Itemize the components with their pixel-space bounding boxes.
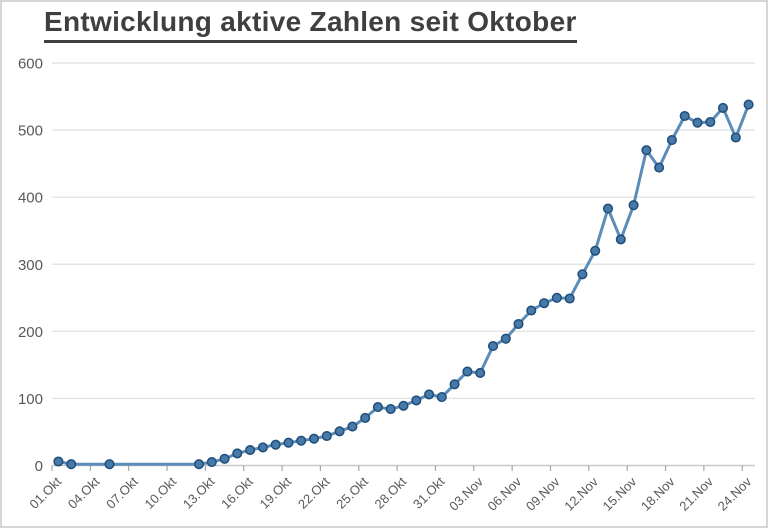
data-point-marker	[104, 459, 115, 470]
data-point-marker	[679, 110, 690, 122]
data-point-marker	[513, 318, 524, 330]
x-axis-tick-label: 12.Nov	[561, 474, 601, 514]
data-point-marker	[372, 402, 383, 413]
data-point-marker	[526, 305, 537, 316]
data-point-marker	[602, 203, 614, 214]
data-point-marker	[641, 145, 652, 156]
data-point-marker	[692, 117, 703, 128]
data-point-marker	[360, 412, 371, 423]
data-point-marker	[436, 392, 447, 403]
data-point-marker	[347, 421, 358, 432]
x-axis-tick-label: 03.Nov	[446, 474, 486, 514]
data-point-marker	[245, 445, 256, 456]
data-point-marker	[449, 379, 460, 390]
data-point-marker	[628, 200, 639, 211]
x-axis-tick-label: 04.Okt	[65, 474, 103, 512]
x-axis-tick-label: 06.Nov	[485, 474, 525, 514]
data-point-marker	[654, 162, 665, 173]
data-point-marker	[206, 457, 217, 468]
y-axis-tick-label: 100	[18, 391, 43, 408]
data-point-marker	[398, 400, 409, 411]
data-point-marker	[53, 456, 64, 467]
data-point-marker	[283, 437, 294, 448]
data-point-marker	[385, 404, 396, 415]
chart-title: Entwicklung aktive Zahlen seit Oktober	[44, 6, 577, 43]
data-point-marker	[232, 448, 243, 459]
data-point-marker	[257, 442, 268, 453]
data-point-marker	[321, 430, 332, 442]
data-point-marker	[193, 459, 205, 470]
x-axis-tick-label: 15.Nov	[600, 474, 640, 514]
data-point-marker	[487, 341, 499, 352]
data-point-marker	[615, 234, 626, 245]
y-axis-tick-label: 300	[18, 257, 43, 274]
data-point-marker	[475, 367, 486, 378]
y-axis-tick-label: 0	[35, 458, 43, 475]
x-axis-tick-label: 10.Okt	[141, 474, 179, 512]
x-axis-tick-label: 24.Nov	[715, 474, 755, 514]
x-axis-tick-label: 22.Okt	[295, 474, 333, 512]
x-axis-tick-label: 07.Okt	[103, 474, 141, 512]
y-axis-tick-label: 600	[18, 56, 43, 73]
x-axis-tick-label: 16.Okt	[218, 474, 256, 512]
data-point-marker	[334, 426, 345, 437]
data-point-marker	[564, 293, 575, 304]
data-point-marker	[308, 433, 320, 444]
x-axis-tick-label: 01.Okt	[26, 474, 64, 512]
x-axis-tick-label: 25.Okt	[333, 474, 371, 512]
x-axis-tick-label: 19.Okt	[257, 474, 295, 512]
data-point-marker	[424, 389, 435, 400]
data-point-marker	[539, 298, 550, 309]
x-axis-tick-label: 18.Nov	[638, 474, 678, 514]
x-axis-tick-label: 13.Okt	[180, 474, 218, 512]
y-axis-tick-label: 400	[18, 190, 43, 207]
data-point-marker	[743, 99, 754, 110]
data-point-marker	[666, 135, 677, 146]
x-axis-tick-label: 21.Nov	[676, 474, 716, 514]
data-point-marker	[270, 439, 281, 450]
data-point-marker	[551, 292, 562, 303]
y-axis-tick-label: 500	[18, 123, 43, 140]
data-point-marker	[730, 132, 741, 143]
data-point-marker	[717, 102, 729, 113]
data-point-marker	[66, 459, 77, 470]
data-point-marker	[219, 453, 230, 464]
data-point-marker	[705, 116, 716, 128]
x-axis-tick-label: 09.Nov	[523, 474, 563, 514]
y-axis-tick-label: 200	[18, 324, 43, 341]
data-point-marker	[411, 395, 422, 406]
data-point-marker	[577, 269, 588, 280]
data-point-marker	[296, 435, 307, 446]
x-axis-tick-label: 31.Okt	[410, 474, 448, 512]
chart-title-area: Entwicklung aktive Zahlen seit Oktober	[44, 6, 577, 43]
data-point-marker	[590, 245, 601, 256]
data-point-marker	[500, 333, 511, 344]
x-axis-tick-label: 28.Okt	[372, 474, 410, 512]
data-point-marker	[462, 366, 473, 377]
